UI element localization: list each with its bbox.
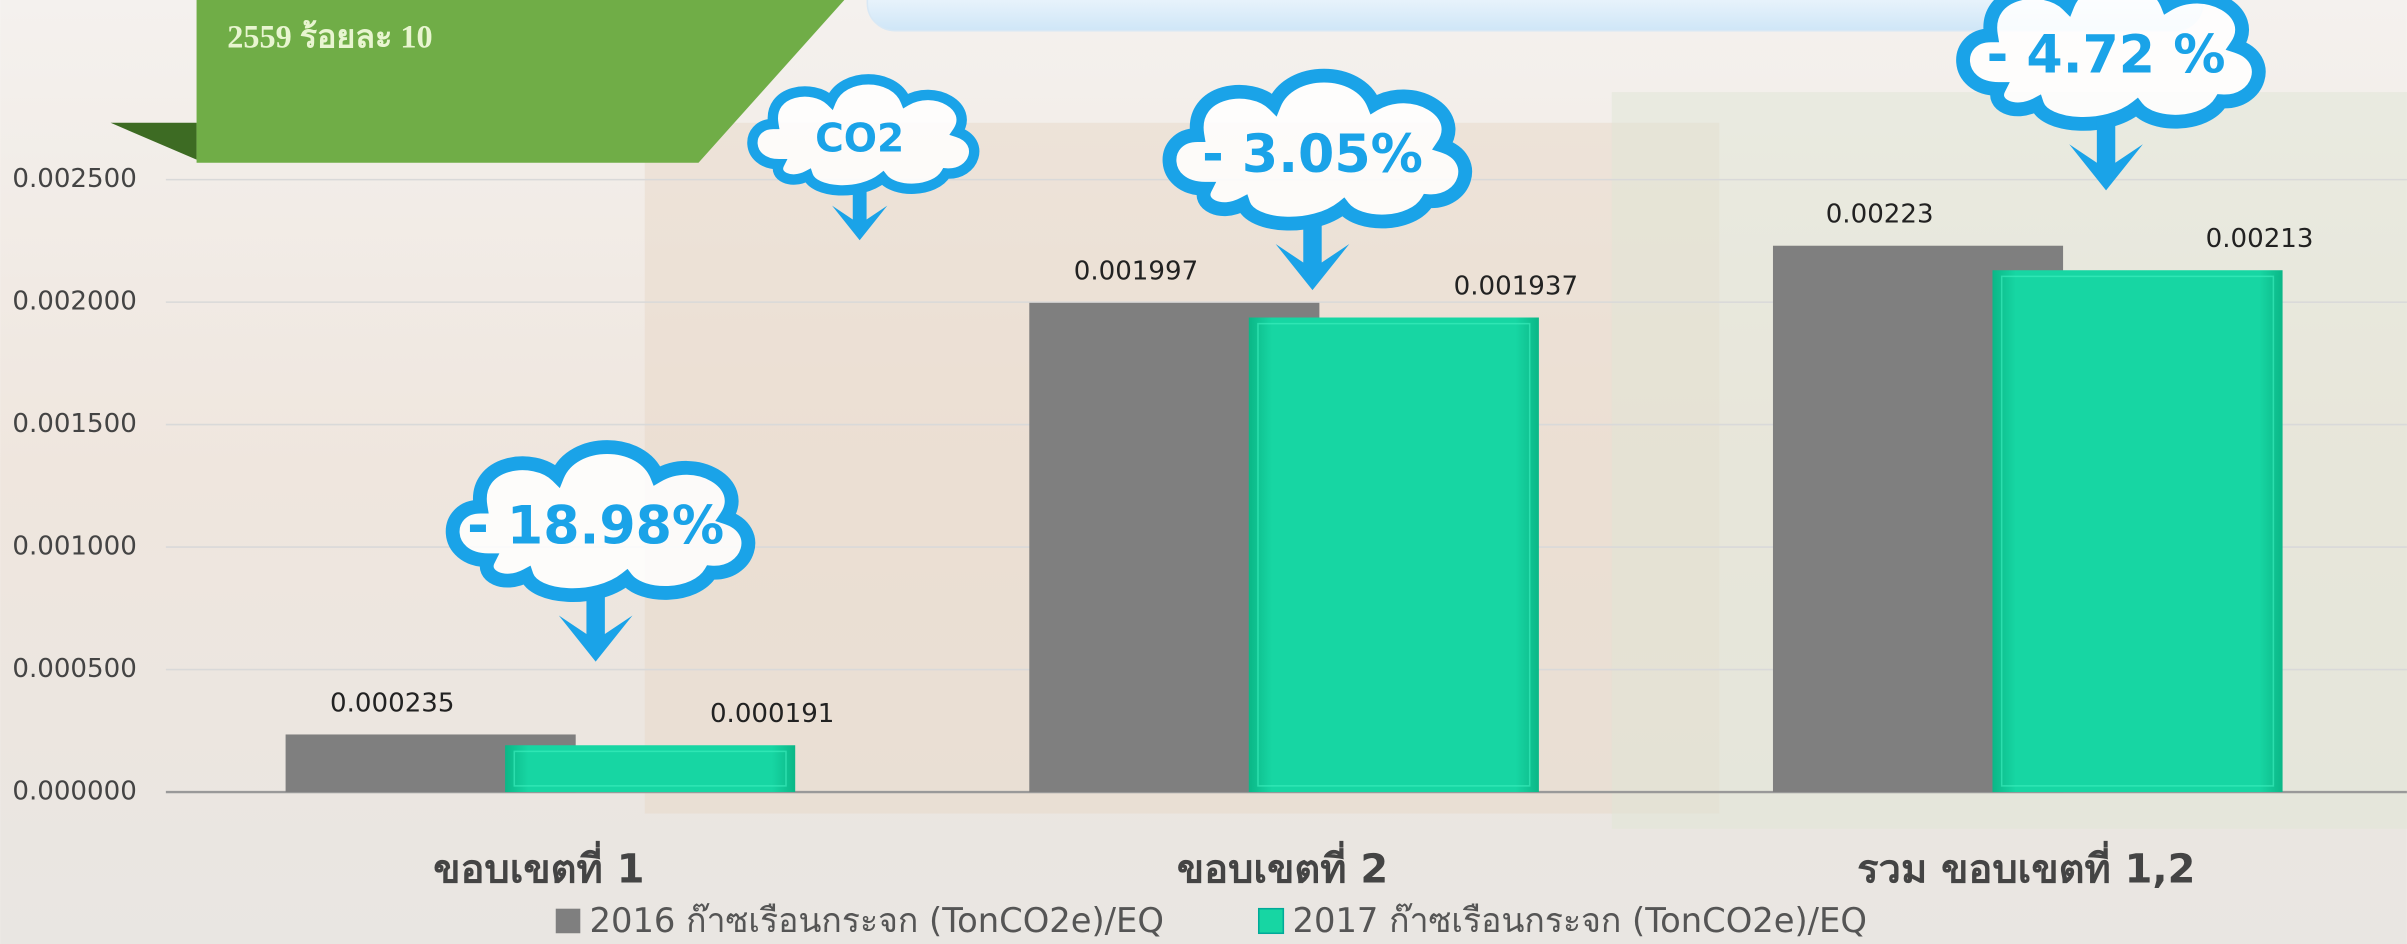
y-tick-label: 0.002500 — [12, 164, 136, 194]
annotation: - 18.98% — [467, 497, 724, 557]
x-tick-label: รวม ขอบเขตที่ 1,2 — [1857, 840, 2195, 892]
x-tick-label: ขอบเขตที่ 2 — [1177, 840, 1388, 892]
legend-label: 2017 ก๊าซเรือนกระจก (TonCO2e)/EQ — [1293, 901, 1867, 940]
y-tick-label: 0.000000 — [12, 777, 136, 807]
value-label: 0.000191 — [710, 699, 834, 729]
legend-label: 2016 ก๊าซเรือนกระจก (TonCO2e)/EQ — [590, 901, 1164, 940]
value-label: 0.00213 — [2206, 224, 2314, 254]
value-label: 0.001997 — [1074, 257, 1198, 287]
x-tick-label: ขอบเขตที่ 1 — [433, 840, 644, 892]
legend-swatch — [1259, 909, 1284, 934]
y-tick-label: 0.000500 — [12, 654, 136, 684]
banner-text: 2559 ร้อยละ 10 — [227, 18, 432, 54]
y-tick-label: 0.001000 — [12, 532, 136, 562]
value-label: 0.001937 — [1454, 271, 1578, 301]
y-tick-label: 0.001500 — [12, 409, 136, 439]
annotation: - 3.05% — [1202, 125, 1423, 185]
bar — [1992, 270, 2282, 792]
annotation: CO2 — [815, 117, 904, 162]
value-label: 0.00223 — [1826, 200, 1934, 230]
chart: 2559 ร้อยละ 10 0.000000 0.000500 0.001000 0… — [0, 0, 2407, 944]
annotation: - 4.72 % — [1987, 25, 2226, 85]
bar — [1249, 318, 1539, 793]
y-tick-label: 0.002000 — [12, 287, 136, 317]
bar — [505, 745, 795, 792]
legend-swatch — [556, 909, 581, 934]
value-label: 0.000235 — [330, 688, 454, 718]
